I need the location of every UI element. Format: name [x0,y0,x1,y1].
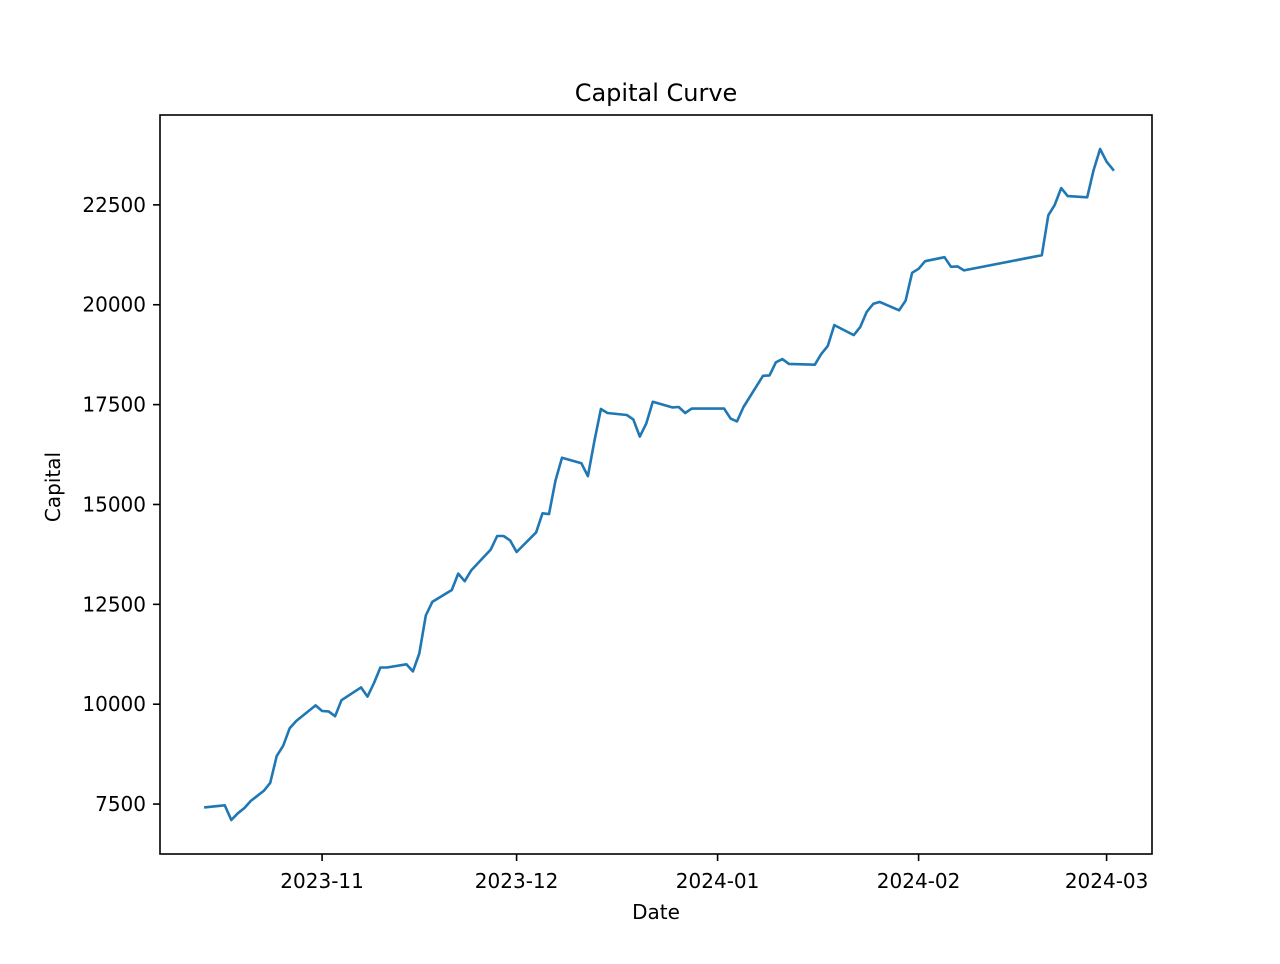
x-tick-label: 2023-12 [475,869,559,893]
series-line-capital [203,147,1115,822]
y-axis-label: Capital [41,452,65,522]
x-tick-label: 2024-01 [676,869,760,893]
y-tick-label: 15000 [82,492,146,516]
y-tick-label: 22500 [82,193,146,217]
plot-area-frame [159,114,1153,855]
y-tick-label: 7500 [95,792,146,816]
x-tick-label: 2024-02 [877,869,961,893]
x-tick-label: 2024-03 [1065,869,1149,893]
chart-title: Capital Curve [575,79,738,107]
x-tick-label: 2023-11 [280,869,364,893]
y-tick-label: 12500 [82,592,146,616]
x-axis-ticks: 2023-11 2023-12 2024-01 2024-02 2024-03 [280,854,1148,893]
y-tick-label: 10000 [82,692,146,716]
x-axis-label: Date [632,900,680,924]
y-tick-label: 17500 [82,393,146,417]
y-tick-label: 20000 [82,293,146,317]
y-axis-ticks: 7500 10000 12500 15000 17500 20000 22500 [82,193,160,816]
